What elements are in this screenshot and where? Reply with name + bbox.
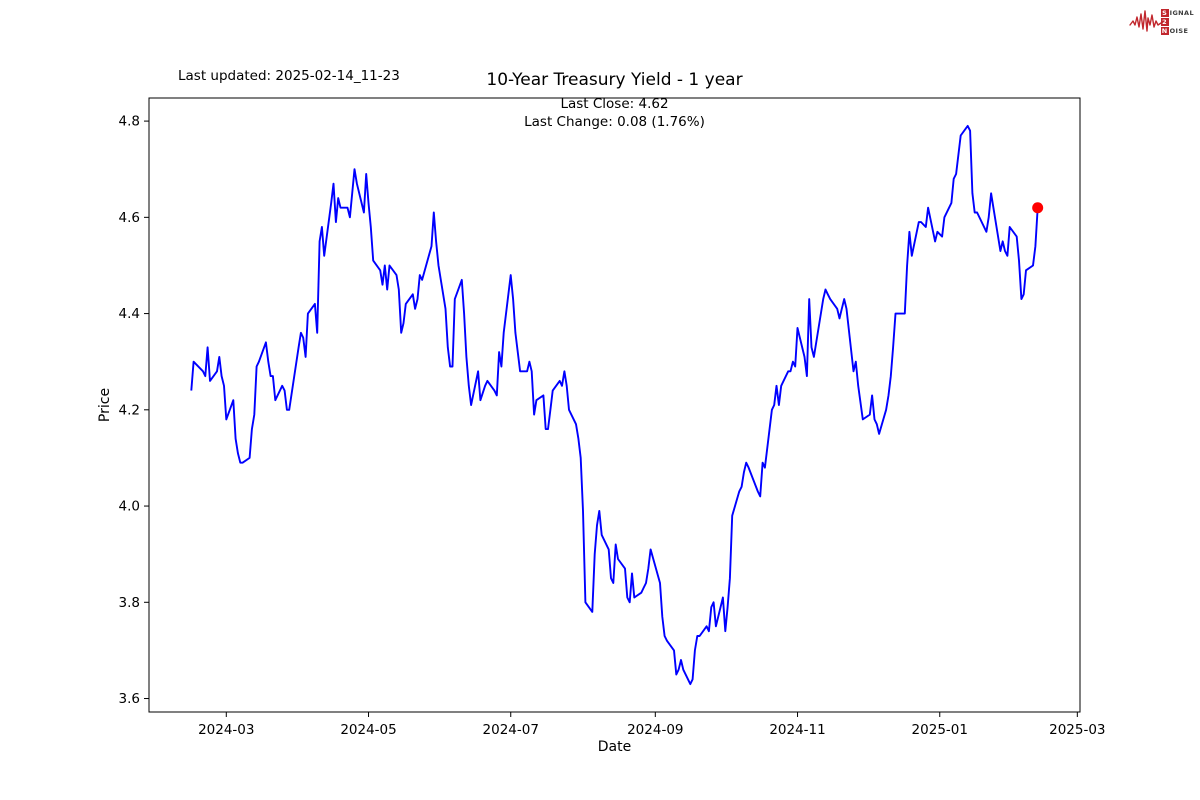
brand-initial-s: S	[1160, 9, 1169, 17]
brand-text: S IGNAL 2 N OISE	[1160, 9, 1194, 35]
last-close-marker	[1032, 202, 1044, 214]
signal2noise-logo: S IGNAL 2 N OISE	[1128, 6, 1194, 38]
x-tick-label: 2024-07	[483, 722, 539, 738]
x-tick-label: 2024-09	[627, 722, 683, 738]
x-tick-label: 2024-11	[769, 722, 825, 738]
x-tick-label: 2025-03	[1049, 722, 1105, 738]
y-tick-label: 3.6	[119, 691, 140, 707]
price-line	[190, 124, 1039, 686]
y-tick-label: 4.2	[119, 402, 140, 418]
x-axis-ticks: 2024-03 2024-05 2024-07 2024-09 2024-11 2025-…	[198, 712, 1106, 738]
brand-digit-2: 2	[1160, 18, 1169, 26]
brand-rest-ignal: IGNAL	[1169, 9, 1194, 17]
brand-initial-n: N	[1160, 27, 1169, 35]
brand-rest-oise: OISE	[1169, 27, 1189, 35]
ecg-waveform-icon	[1128, 10, 1165, 32]
y-tick-label: 4.0	[119, 499, 140, 515]
y-tick-label: 4.4	[119, 306, 140, 322]
y-axis-ticks: 3.6 3.8 4.0 4.2 4.4 4.6 4.8	[119, 114, 149, 707]
y-tick-label: 4.6	[119, 210, 140, 226]
x-tick-label: 2024-03	[198, 722, 254, 738]
x-tick-label: 2024-05	[340, 722, 396, 738]
y-tick-label: 3.8	[119, 595, 140, 611]
x-tick-label: 2025-01	[912, 722, 968, 738]
y-tick-label: 4.8	[119, 114, 140, 130]
plot-frame	[148, 97, 1081, 713]
